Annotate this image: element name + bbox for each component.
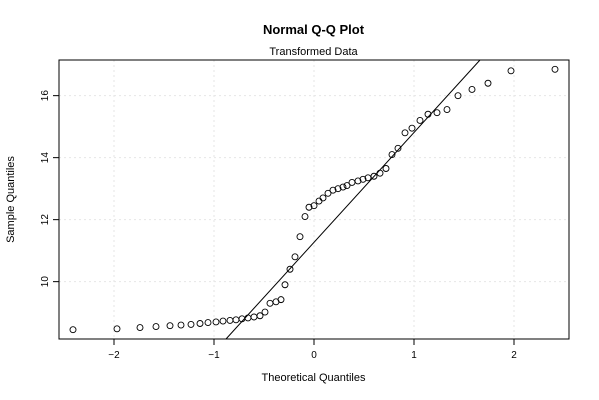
data-point (281, 281, 289, 289)
data-point (401, 129, 409, 137)
data-point (339, 183, 347, 191)
data-point (424, 110, 432, 118)
x-axis: −2 −1 0 1 2 (108, 339, 517, 361)
data-point (382, 165, 390, 172)
data-point (261, 308, 269, 316)
data-point (212, 318, 220, 326)
y-axis-label: Sample Quantiles (5, 156, 17, 243)
data-point (226, 316, 234, 324)
data-point (196, 320, 204, 327)
data-point (507, 67, 515, 75)
y-tick-label: 12 (40, 214, 51, 226)
data-point (433, 109, 441, 117)
y-axis: 10 12 14 16 (40, 90, 59, 288)
data-point (301, 213, 309, 221)
data-point (250, 313, 258, 321)
data-point (204, 319, 212, 327)
data-point (454, 92, 462, 100)
data-point (394, 144, 402, 152)
data-point (232, 316, 240, 324)
data-point (551, 65, 559, 73)
data-point (113, 325, 121, 333)
chart-subtitle: Transformed Data (269, 46, 358, 58)
x-tick-label: −2 (108, 350, 120, 361)
data-point (166, 322, 174, 330)
data-point (277, 296, 285, 304)
data-point (69, 326, 77, 334)
data-point (388, 151, 396, 159)
data-point (256, 312, 264, 320)
data-point (286, 265, 294, 273)
data-point (177, 321, 185, 329)
chart-title: Normal Q-Q Plot (263, 22, 365, 37)
x-tick-label: −1 (208, 350, 220, 361)
data-point (359, 175, 367, 183)
data-point (329, 186, 337, 194)
data-point (136, 324, 144, 331)
data-point (152, 323, 160, 331)
data-point (319, 194, 327, 202)
x-tick-label: 2 (511, 350, 517, 361)
data-point (343, 182, 351, 190)
reference-line (225, 59, 481, 340)
data-point (408, 124, 416, 132)
data-point (443, 106, 451, 114)
y-tick-label: 10 (40, 276, 51, 288)
data-point (484, 79, 492, 87)
data-point (468, 85, 476, 93)
x-tick-label: 1 (411, 350, 417, 361)
data-point (370, 172, 378, 180)
data-point (219, 317, 227, 325)
y-tick-label: 14 (40, 152, 51, 164)
data-point (334, 185, 342, 193)
grid-lines (59, 60, 569, 339)
y-tick-label: 16 (40, 90, 51, 102)
data-point (244, 314, 252, 322)
data-point (348, 178, 356, 186)
data-point (354, 177, 362, 185)
data-point (376, 169, 384, 177)
data-point (187, 320, 195, 328)
data-point (291, 253, 299, 261)
data-point (324, 189, 332, 197)
data-point (296, 233, 304, 241)
data-point (310, 202, 318, 210)
x-tick-label: 0 (311, 350, 317, 361)
data-point (416, 116, 424, 124)
data-points (69, 65, 559, 334)
data-point (305, 203, 313, 211)
data-point (266, 299, 274, 307)
data-point (315, 197, 323, 205)
x-axis-label: Theoretical Quantiles (262, 372, 366, 384)
